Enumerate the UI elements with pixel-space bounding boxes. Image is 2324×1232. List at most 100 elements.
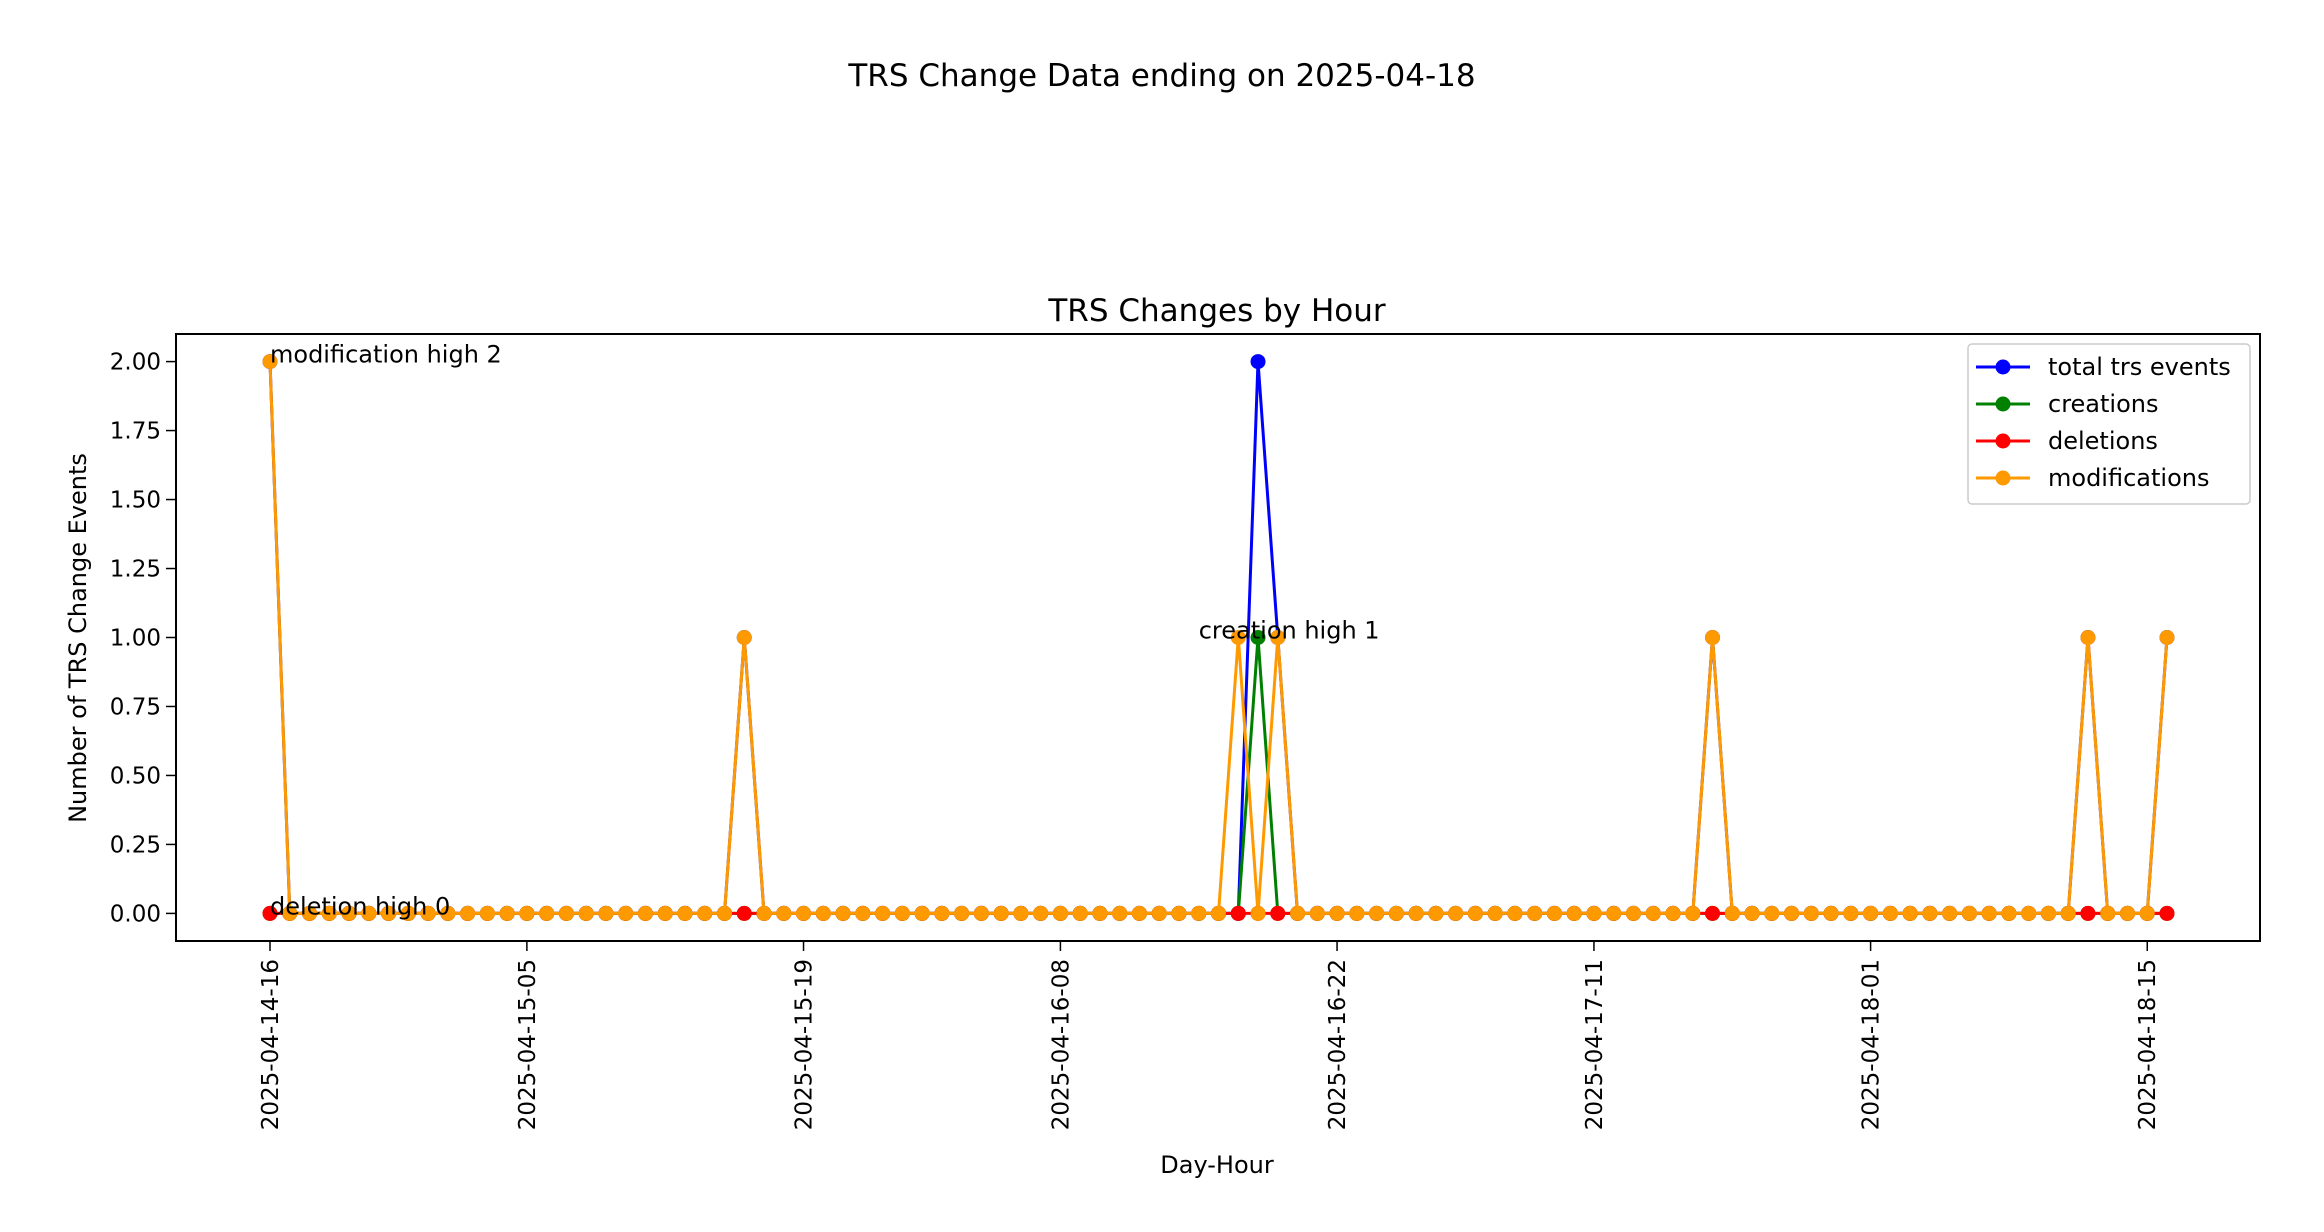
data-point xyxy=(618,905,634,921)
legend-swatch-marker xyxy=(1995,470,2011,486)
data-point xyxy=(1625,905,1641,921)
data-point xyxy=(2021,905,2037,921)
data-point xyxy=(1329,905,1345,921)
data-point xyxy=(2119,905,2135,921)
data-point xyxy=(2139,905,2155,921)
legend-swatch-marker xyxy=(1995,433,2011,449)
data-point xyxy=(835,905,851,921)
data-point xyxy=(1566,905,1582,921)
data-point xyxy=(361,905,377,921)
data-point xyxy=(1705,630,1721,645)
data-point xyxy=(321,905,337,921)
data-point xyxy=(1981,905,1997,921)
data-point xyxy=(1882,905,1898,921)
y-tick-label: 0.75 xyxy=(110,694,161,720)
data-point xyxy=(479,905,495,921)
data-point xyxy=(677,905,693,921)
data-point xyxy=(2100,905,2116,921)
data-point xyxy=(1250,354,1266,370)
data-point xyxy=(262,354,278,370)
data-point xyxy=(1527,905,1543,921)
data-point xyxy=(1230,905,1246,921)
annotation: modification high 2 xyxy=(270,341,502,369)
data-point xyxy=(1052,905,1068,921)
data-point xyxy=(1586,905,1602,921)
data-point xyxy=(499,905,515,921)
y-tick-label: 0.50 xyxy=(110,763,161,789)
data-point xyxy=(1823,905,1839,921)
data-point xyxy=(1467,905,1483,921)
data-point xyxy=(736,630,752,645)
data-point xyxy=(1645,905,1661,921)
x-axis-label: Day-Hour xyxy=(1160,1151,1274,1179)
data-point xyxy=(1665,905,1681,921)
data-point xyxy=(1092,905,1108,921)
data-point xyxy=(282,905,298,921)
data-point xyxy=(262,905,278,921)
data-point xyxy=(993,905,1009,921)
data-point xyxy=(1507,905,1523,921)
data-point xyxy=(341,905,357,921)
legend-swatch-marker xyxy=(1995,359,2011,375)
y-tick-label: 2.00 xyxy=(110,350,161,376)
legend-swatch-marker xyxy=(1995,396,2011,412)
data-point xyxy=(1922,905,1938,921)
data-point xyxy=(1250,905,1266,921)
data-point xyxy=(914,905,930,921)
data-point xyxy=(1685,905,1701,921)
legend-label: creations xyxy=(2048,390,2158,418)
data-point xyxy=(1902,905,1918,921)
data-point xyxy=(1803,905,1819,921)
annotations: modification high 2 deletion high 0 creati… xyxy=(270,341,1380,921)
data-point xyxy=(1230,630,1246,645)
data-point xyxy=(1072,905,1088,921)
data-point xyxy=(539,905,555,921)
data-point xyxy=(1764,905,1780,921)
data-point xyxy=(1705,905,1721,921)
data-point xyxy=(302,905,318,921)
data-point xyxy=(1863,905,1879,921)
data-point xyxy=(1151,905,1167,921)
y-tick-label: 0.00 xyxy=(110,901,161,927)
x-tick-label: 2025-04-17-11 xyxy=(1582,959,1608,1130)
data-point xyxy=(954,905,970,921)
data-point xyxy=(736,905,752,921)
y-tick-label: 1.75 xyxy=(110,419,161,445)
data-point xyxy=(796,905,812,921)
y-tick-label: 1.25 xyxy=(110,557,161,583)
data-point xyxy=(1270,630,1286,645)
data-point xyxy=(657,905,673,921)
data-point xyxy=(1290,905,1306,921)
data-point xyxy=(1309,905,1325,921)
data-point xyxy=(1961,905,1977,921)
y-axis-ticks: 0.00 0.25 0.50 0.75 1.00 1.25 1.50 1.75 2.00 xyxy=(110,350,176,927)
x-tick-label: 2025-04-14-16 xyxy=(258,959,284,1130)
data-point xyxy=(400,905,416,921)
data-point xyxy=(1448,905,1464,921)
data-point xyxy=(1606,905,1622,921)
figure-suptitle: TRS Change Data ending on 2025-04-18 xyxy=(848,58,1476,94)
annotation: deletion high 0 xyxy=(270,892,450,920)
data-point xyxy=(2080,630,2096,645)
data-point xyxy=(578,905,594,921)
data-point xyxy=(558,905,574,921)
legend: total trs events creations deletions modifi… xyxy=(1967,343,2251,505)
data-point xyxy=(1131,905,1147,921)
chart-title: TRS Changes by Hour xyxy=(1047,293,1386,329)
data-point xyxy=(697,905,713,921)
data-point xyxy=(1369,905,1385,921)
data-point xyxy=(1784,905,1800,921)
data-point xyxy=(1942,905,1958,921)
data-point xyxy=(1408,905,1424,921)
data-point xyxy=(2159,905,2175,921)
x-tick-label: 2025-04-15-05 xyxy=(515,959,541,1130)
data-point xyxy=(716,905,732,921)
legend-label: total trs events xyxy=(2048,353,2231,381)
data-point xyxy=(637,905,653,921)
y-tick-label: 0.25 xyxy=(110,832,161,858)
data-point xyxy=(1428,905,1444,921)
data-point xyxy=(2159,630,2175,645)
data-point xyxy=(855,905,871,921)
series-line xyxy=(270,636,2167,915)
